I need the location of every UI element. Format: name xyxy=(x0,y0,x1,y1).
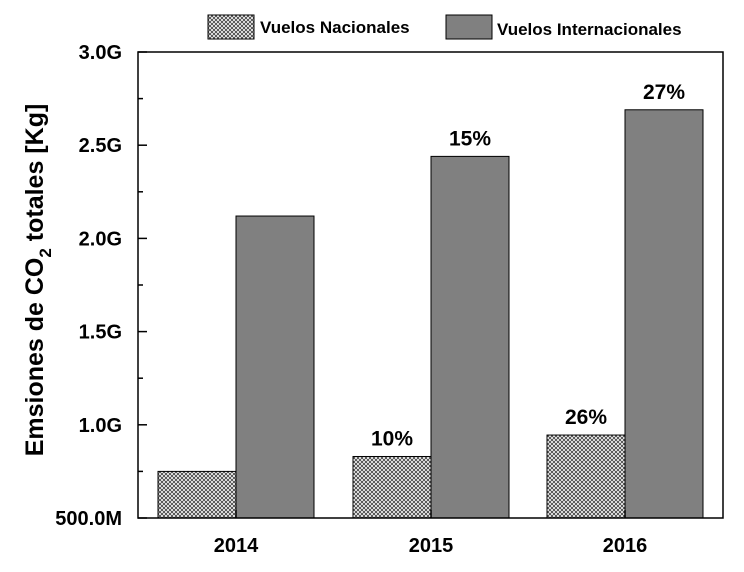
legend-swatch-internacionales xyxy=(445,14,493,40)
data-label-internacionales-2015: 15% xyxy=(449,127,491,150)
y-tick-label-5: 3.0G xyxy=(79,42,122,64)
data-label-internacionales-2016: 27% xyxy=(643,81,685,104)
bar-internacionales-2016 xyxy=(624,109,704,519)
bar-internacionales-2014 xyxy=(235,215,315,519)
bar-nacionales-2014 xyxy=(157,470,237,519)
x-axis-tick-labels: 2014 2015 2016 xyxy=(214,535,648,557)
data-label-nacionales-2015: 10% xyxy=(371,427,413,450)
y-tick-label-0: 500.0M xyxy=(55,508,122,530)
legend-swatch-nacionales xyxy=(207,14,255,40)
bars-group xyxy=(157,109,704,519)
y-axis-label-prefix: Emsiones de CO xyxy=(21,258,49,457)
y-tick-label-2: 1.5G xyxy=(79,322,122,344)
bar-internacionales-2015 xyxy=(430,155,510,519)
legend-label-internacionales: Vuelos Internacionales xyxy=(497,20,682,39)
x-tick-label-2014: 2014 xyxy=(214,535,259,557)
x-axis-ticks xyxy=(235,510,626,518)
bar-nacionales-2016 xyxy=(546,434,626,519)
y-axis-label-subscript: 2 xyxy=(36,248,55,257)
data-labels-group: 10% 26% 15% 27% xyxy=(371,81,685,451)
legend-label-nacionales: Vuelos Nacionales xyxy=(260,18,410,37)
y-axis-label-suffix: totales [Kg] xyxy=(21,104,49,248)
legend: Vuelos Nacionales Vuelos Internacionales xyxy=(207,14,682,40)
data-label-nacionales-2016: 26% xyxy=(565,406,607,429)
y-axis-tick-labels: 500.0M 1.0G 1.5G 2.0G 2.5G 3.0G xyxy=(55,42,122,530)
y-tick-label-1: 1.0G xyxy=(79,415,122,437)
y-tick-label-4: 2.5G xyxy=(79,135,122,157)
y-tick-label-3: 2.0G xyxy=(79,228,122,250)
bar-nacionales-2015 xyxy=(352,455,432,519)
y-axis-ticks xyxy=(138,51,147,519)
y-axis-label: Emsiones de CO2 totales [Kg] xyxy=(21,104,55,457)
x-tick-label-2016: 2016 xyxy=(603,535,648,557)
x-tick-label-2015: 2015 xyxy=(409,535,454,557)
